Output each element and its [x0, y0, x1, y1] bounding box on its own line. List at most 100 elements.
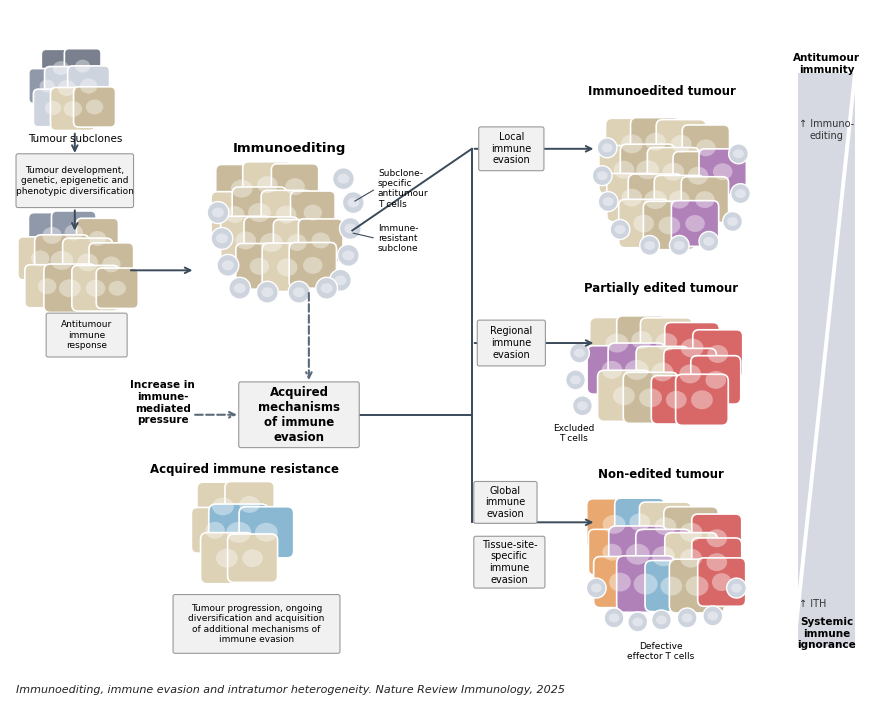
- Ellipse shape: [695, 139, 715, 156]
- FancyBboxPatch shape: [273, 219, 321, 265]
- Ellipse shape: [613, 161, 634, 179]
- Ellipse shape: [670, 135, 691, 153]
- FancyBboxPatch shape: [261, 191, 311, 239]
- FancyBboxPatch shape: [196, 482, 249, 531]
- Text: Systemic
immune
ignorance: Systemic immune ignorance: [796, 617, 855, 650]
- Circle shape: [315, 277, 337, 299]
- FancyBboxPatch shape: [673, 151, 722, 200]
- Ellipse shape: [680, 339, 703, 358]
- Ellipse shape: [249, 258, 269, 275]
- Ellipse shape: [631, 331, 651, 349]
- FancyBboxPatch shape: [614, 498, 664, 546]
- Circle shape: [598, 192, 617, 212]
- Ellipse shape: [260, 233, 282, 252]
- FancyBboxPatch shape: [211, 192, 258, 238]
- Ellipse shape: [337, 174, 349, 183]
- FancyBboxPatch shape: [586, 498, 640, 550]
- Ellipse shape: [102, 257, 121, 272]
- Ellipse shape: [347, 198, 359, 207]
- Ellipse shape: [628, 513, 649, 531]
- Ellipse shape: [694, 191, 713, 208]
- Circle shape: [603, 608, 623, 628]
- FancyBboxPatch shape: [232, 187, 287, 238]
- Ellipse shape: [261, 288, 273, 297]
- FancyBboxPatch shape: [68, 66, 109, 106]
- Ellipse shape: [38, 278, 56, 295]
- Circle shape: [288, 281, 309, 303]
- FancyBboxPatch shape: [692, 330, 742, 378]
- Ellipse shape: [635, 160, 659, 179]
- Ellipse shape: [239, 496, 260, 513]
- FancyBboxPatch shape: [587, 529, 635, 575]
- Ellipse shape: [711, 573, 731, 591]
- Text: ↑ Immuno-
editing: ↑ Immuno- editing: [798, 119, 853, 141]
- Ellipse shape: [230, 180, 252, 198]
- FancyBboxPatch shape: [607, 174, 656, 222]
- FancyBboxPatch shape: [607, 343, 665, 396]
- FancyBboxPatch shape: [635, 347, 688, 397]
- Ellipse shape: [660, 576, 681, 595]
- Circle shape: [627, 612, 647, 632]
- Circle shape: [730, 183, 749, 204]
- Ellipse shape: [31, 250, 50, 266]
- Circle shape: [676, 608, 696, 628]
- FancyBboxPatch shape: [644, 560, 697, 612]
- Ellipse shape: [643, 241, 654, 250]
- Text: Immunoediting, immune evasion and intratumor heterogeneity. Nature Review Immuno: Immunoediting, immune evasion and intrat…: [16, 685, 564, 695]
- FancyBboxPatch shape: [474, 482, 536, 523]
- FancyBboxPatch shape: [41, 49, 81, 87]
- FancyBboxPatch shape: [616, 556, 673, 612]
- FancyBboxPatch shape: [681, 125, 729, 171]
- Ellipse shape: [703, 237, 713, 246]
- Ellipse shape: [614, 225, 625, 234]
- Ellipse shape: [730, 583, 741, 593]
- Ellipse shape: [344, 224, 356, 233]
- Ellipse shape: [673, 241, 684, 250]
- FancyBboxPatch shape: [201, 533, 253, 583]
- Text: Global
immune
evasion: Global immune evasion: [485, 486, 525, 519]
- FancyBboxPatch shape: [96, 268, 138, 309]
- Circle shape: [727, 144, 747, 164]
- FancyBboxPatch shape: [298, 219, 342, 262]
- Ellipse shape: [89, 231, 106, 246]
- FancyBboxPatch shape: [64, 49, 101, 84]
- Ellipse shape: [212, 498, 234, 515]
- Ellipse shape: [632, 617, 642, 626]
- Ellipse shape: [608, 614, 619, 622]
- Ellipse shape: [655, 615, 667, 624]
- Text: Tumour subclones: Tumour subclones: [28, 134, 122, 144]
- Ellipse shape: [605, 333, 627, 352]
- Ellipse shape: [651, 363, 673, 382]
- Ellipse shape: [226, 522, 251, 543]
- Text: Subclone-
specific
antitumour
T cells: Subclone- specific antitumour T cells: [377, 169, 428, 209]
- Ellipse shape: [225, 206, 244, 223]
- Ellipse shape: [706, 529, 726, 547]
- Ellipse shape: [109, 280, 126, 296]
- Ellipse shape: [685, 215, 704, 232]
- FancyBboxPatch shape: [238, 382, 359, 448]
- Ellipse shape: [45, 101, 61, 115]
- FancyBboxPatch shape: [72, 266, 119, 311]
- Ellipse shape: [212, 207, 223, 217]
- Ellipse shape: [679, 364, 700, 383]
- Ellipse shape: [602, 515, 625, 534]
- Ellipse shape: [80, 79, 97, 93]
- FancyBboxPatch shape: [680, 176, 727, 222]
- FancyBboxPatch shape: [653, 176, 703, 224]
- Ellipse shape: [235, 231, 255, 250]
- FancyBboxPatch shape: [262, 243, 312, 292]
- FancyBboxPatch shape: [698, 149, 746, 195]
- Ellipse shape: [574, 349, 584, 358]
- FancyBboxPatch shape: [50, 87, 95, 131]
- Ellipse shape: [620, 188, 641, 207]
- FancyBboxPatch shape: [664, 323, 719, 373]
- FancyBboxPatch shape: [46, 313, 127, 357]
- Ellipse shape: [706, 345, 727, 363]
- FancyBboxPatch shape: [640, 318, 692, 366]
- Ellipse shape: [685, 576, 707, 596]
- Ellipse shape: [620, 134, 642, 153]
- Circle shape: [572, 396, 592, 415]
- Ellipse shape: [590, 583, 601, 593]
- Text: Tissue-site-
specific
immune
evasion: Tissue-site- specific immune evasion: [481, 540, 536, 585]
- Ellipse shape: [654, 333, 676, 351]
